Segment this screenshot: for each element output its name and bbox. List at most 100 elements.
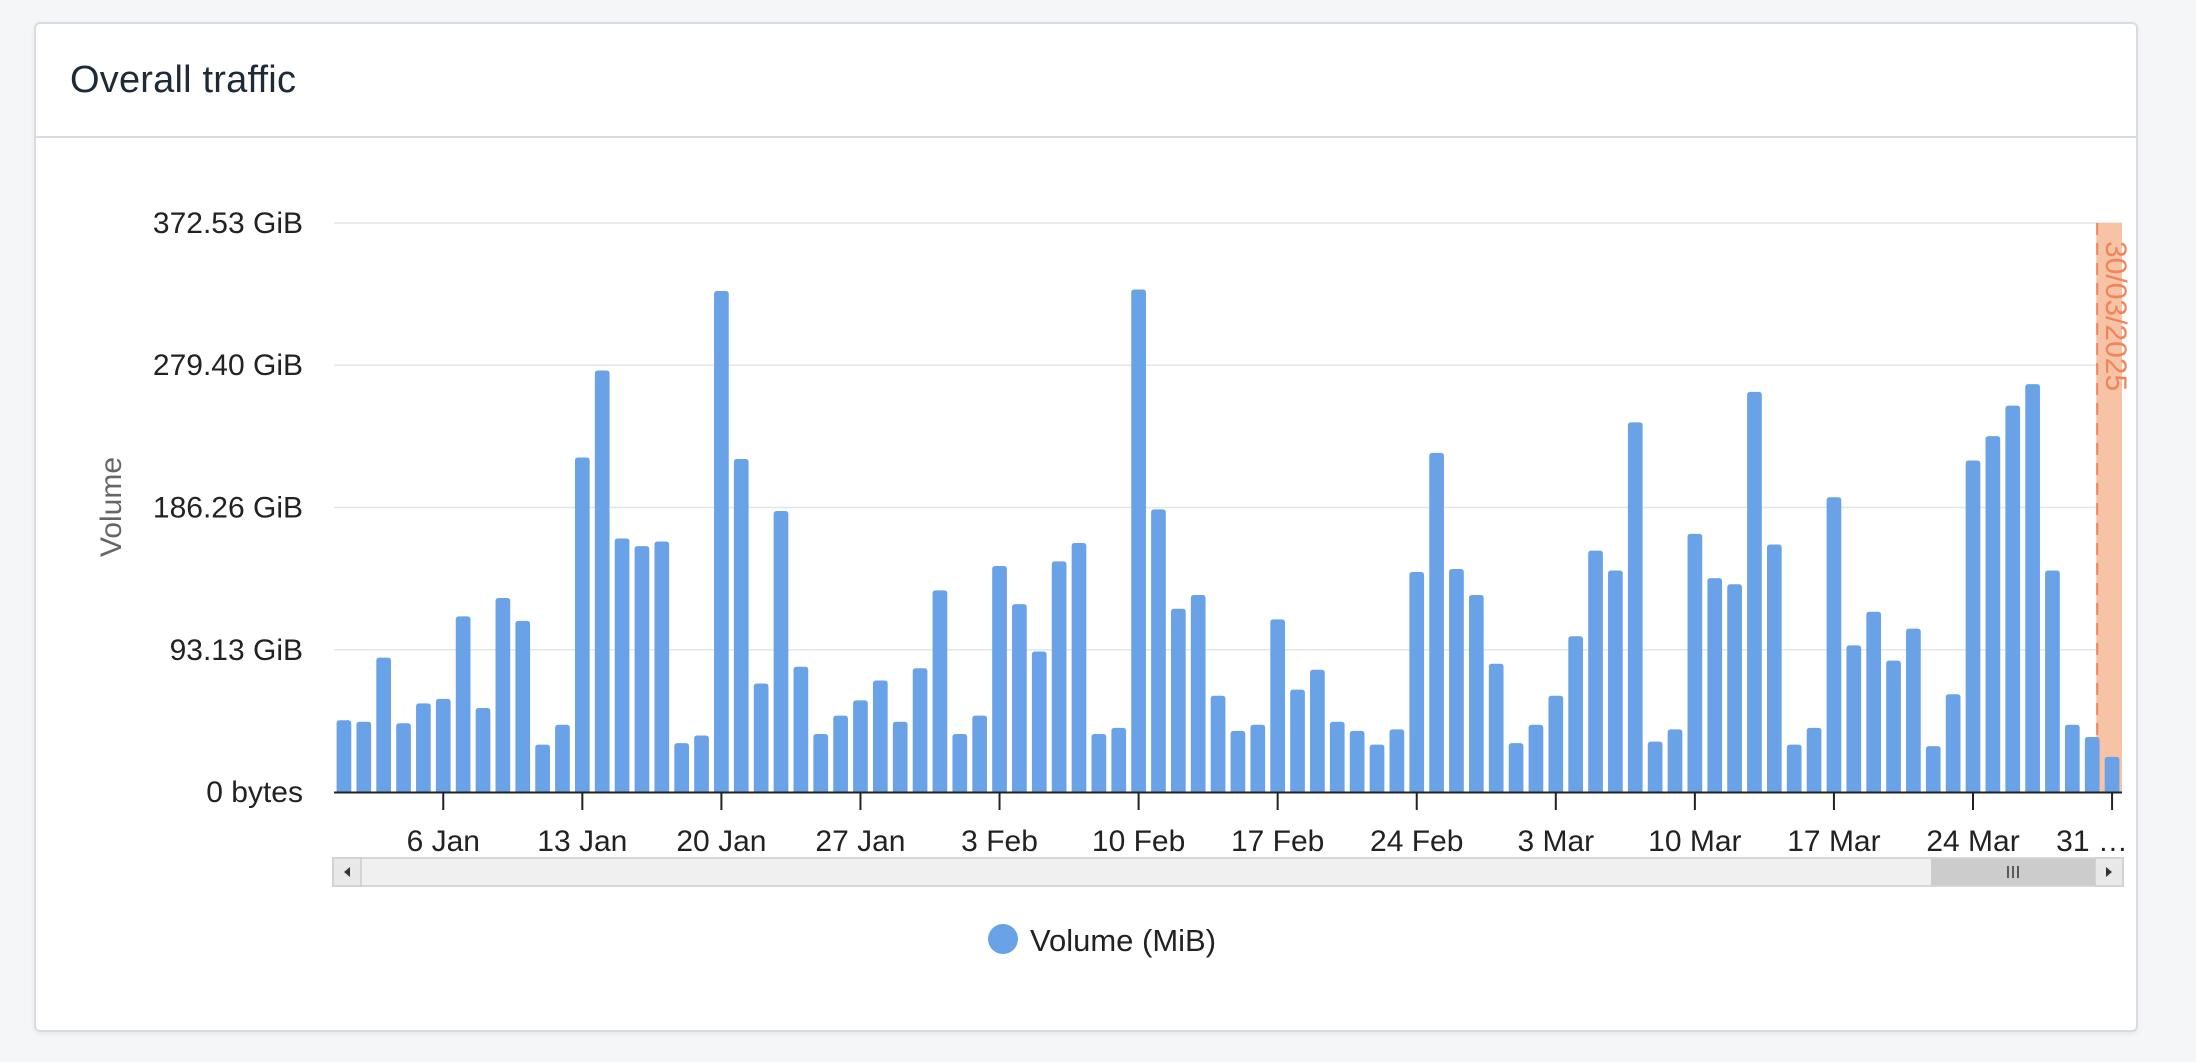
bar[interactable] [594,370,610,792]
bar[interactable] [535,744,550,792]
bar[interactable] [912,668,928,792]
x-tick-label: 3 Feb [961,825,1038,858]
bar[interactable] [1012,604,1027,792]
bar[interactable] [1230,730,1246,792]
bar[interactable] [1151,509,1166,792]
bar[interactable] [1588,550,1603,792]
bar[interactable] [892,721,908,792]
bar[interactable] [1747,391,1762,792]
bar[interactable] [753,683,769,792]
bar[interactable] [773,510,789,792]
bar[interactable] [2084,737,2100,792]
bar[interactable] [1488,663,1504,792]
bar[interactable] [356,721,372,792]
bar[interactable] [614,538,630,792]
bar[interactable] [1528,724,1544,792]
bar[interactable] [1290,689,1305,792]
bar[interactable] [1687,533,1703,792]
bar[interactable] [1409,572,1425,792]
bar[interactable] [714,291,729,792]
bar[interactable] [1866,611,1882,792]
bar[interactable] [2025,384,2040,792]
bar[interactable] [1250,724,1266,792]
bar[interactable] [1310,669,1325,792]
bar[interactable] [694,735,709,792]
bar[interactable] [2064,724,2080,792]
bar[interactable] [1131,289,1146,792]
legend-marker[interactable] [988,924,1018,954]
bar[interactable] [555,724,570,792]
bar[interactable] [1449,569,1464,792]
bar[interactable] [1170,608,1186,792]
bar[interactable] [1329,721,1345,792]
bar[interactable] [952,733,968,792]
bar[interactable] [654,541,670,792]
bar[interactable] [1846,645,1862,792]
bar[interactable] [2005,405,2021,792]
bar[interactable] [634,546,650,792]
bar[interactable] [1548,695,1564,792]
bar[interactable] [2045,570,2060,792]
bar[interactable] [1727,584,1742,792]
bar[interactable] [1826,497,1842,792]
bar[interactable] [574,457,590,792]
bar[interactable] [1071,543,1087,792]
bar[interactable] [1349,730,1365,792]
y-axis-title: Volume [95,457,128,557]
bar[interactable] [416,703,431,792]
bar[interactable] [1389,729,1405,792]
bar[interactable] [1766,544,1782,792]
bar[interactable] [972,715,988,792]
x-tick-label: 13 Jan [537,825,627,858]
bar[interactable] [475,707,491,792]
bar[interactable] [1667,729,1683,792]
bar[interactable] [733,459,749,792]
bar[interactable] [1468,594,1484,792]
bar[interactable] [1369,744,1385,792]
bar[interactable] [1806,727,1822,792]
bar[interactable] [674,743,690,792]
legend-label[interactable]: Volume (MiB) [1030,923,1216,958]
bar[interactable] [1508,743,1524,792]
bar[interactable] [1707,578,1723,792]
bar[interactable] [1945,694,1961,792]
bar[interactable] [1786,744,1802,792]
bar[interactable] [336,720,352,792]
bar[interactable] [1190,594,1206,792]
bar[interactable] [376,657,392,792]
bar[interactable] [1627,422,1643,792]
legend[interactable]: Volume (MiB) [988,923,1216,958]
bar[interactable] [455,616,471,792]
navigator-scrollbar[interactable] [332,857,2124,887]
bar[interactable] [853,700,868,792]
bar[interactable] [833,715,848,792]
bar[interactable] [1568,636,1584,792]
bar[interactable] [515,620,531,792]
bar[interactable] [1210,695,1226,792]
bar[interactable] [1270,619,1286,792]
bar[interactable] [396,723,411,792]
bar[interactable] [932,590,948,792]
x-tick-label: 17 Feb [1231,825,1324,858]
bar[interactable] [872,680,888,792]
bar[interactable] [1925,746,1941,792]
bar[interactable] [1906,628,1921,792]
bar[interactable] [435,698,451,792]
bar[interactable] [1647,741,1663,792]
x-tick-label: 31 … [2056,825,2128,858]
bar[interactable] [1429,452,1444,792]
bar[interactable] [1886,660,1901,792]
scrollbar-track[interactable] [332,857,2124,887]
bar[interactable] [1051,561,1067,792]
bar[interactable] [1111,727,1127,792]
bar[interactable] [1091,733,1107,792]
bar[interactable] [1031,651,1047,792]
bar[interactable] [495,598,511,792]
bar[interactable] [1965,460,1981,792]
bar[interactable] [1608,570,1623,792]
bar[interactable] [2104,756,2120,792]
bar[interactable] [992,565,1007,792]
bar[interactable] [1985,436,2001,792]
bar[interactable] [793,666,809,792]
bar[interactable] [813,733,829,792]
